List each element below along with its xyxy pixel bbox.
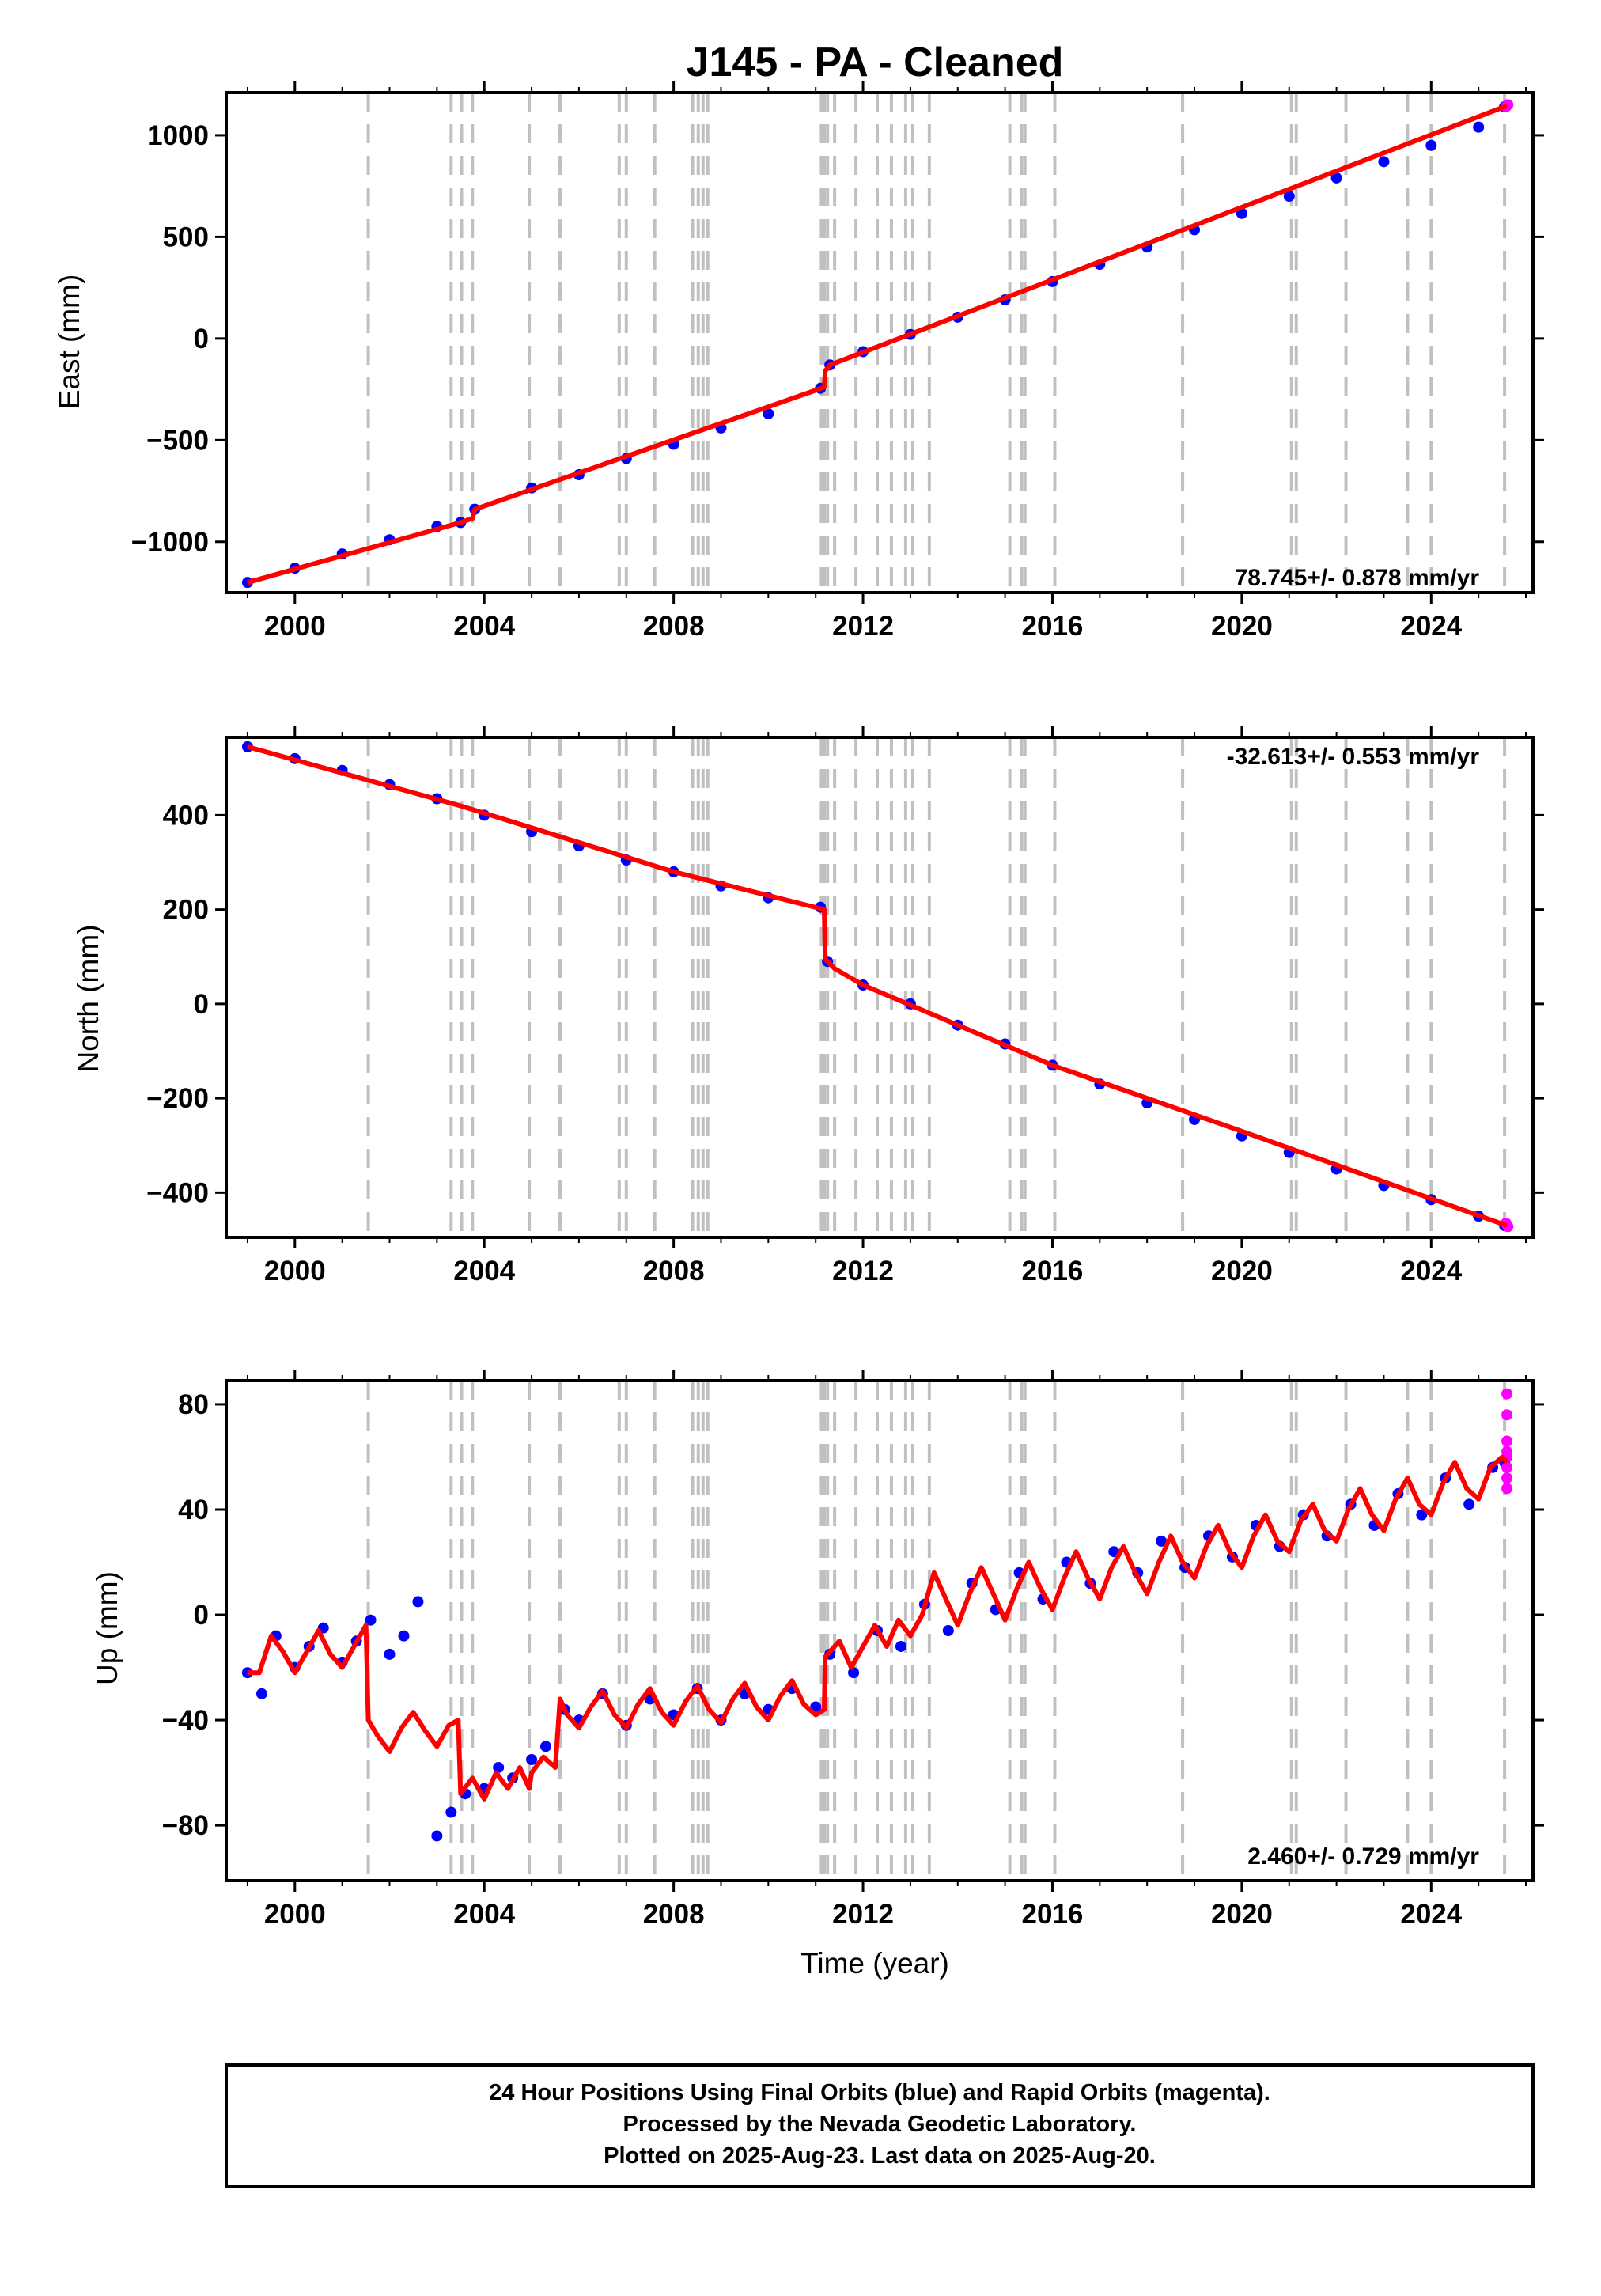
north-y-axis-label: North (mm) — [72, 924, 104, 1072]
up-rapid-point — [1501, 1388, 1513, 1400]
up-x-tick-label: 2024 — [1400, 1899, 1462, 1930]
north-x-tick-label: 2016 — [1022, 1256, 1084, 1286]
east-panel: 2000 2004 2008 2012 2016 2020 2024 −1000 −500 0 50… — [53, 81, 1544, 642]
footer-line-2: Processed by the Nevada Geodetic Laborat… — [623, 2112, 1137, 2137]
up-rapid-orbit-points — [1501, 1388, 1513, 1495]
up-y-tick-label: −80 — [162, 1810, 209, 1841]
up-final-point — [365, 1614, 377, 1626]
up-rapid-point — [1501, 1409, 1513, 1421]
up-y-axis-label: Up (mm) — [91, 1571, 123, 1685]
chart-title: J145 - PA - Cleaned — [687, 40, 1064, 85]
north-panel: 2000 2004 2008 2012 2016 2020 2024 −400 −200 0 200… — [72, 726, 1544, 1286]
up-model-line — [247, 1454, 1509, 1802]
up-final-point — [942, 1625, 954, 1636]
footer-frame — [225, 2063, 1535, 2188]
up-final-point — [526, 1753, 538, 1765]
east-event-lines — [366, 93, 1507, 593]
east-y-axis-label: East (mm) — [53, 275, 85, 410]
footer-line-1: 24 Hour Positions Using Final Orbits (bl… — [489, 2080, 1270, 2105]
east-final-point — [1425, 139, 1437, 151]
up-final-point — [1463, 1498, 1475, 1510]
up-final-point — [412, 1596, 424, 1608]
east-final-point — [1330, 172, 1342, 184]
east-y-tick-label: 0 — [194, 324, 209, 354]
east-x-tick-label: 2016 — [1022, 611, 1084, 642]
east-y-tick-label: 500 — [163, 222, 209, 252]
up-x-tick-label: 2020 — [1211, 1899, 1273, 1930]
up-y-tick-label: 40 — [178, 1495, 209, 1525]
east-y-tick-label: 1000 — [147, 120, 209, 151]
up-rapid-point — [1501, 1472, 1513, 1484]
up-final-point — [493, 1761, 505, 1773]
east-x-tick-label: 2024 — [1400, 611, 1462, 642]
footer-line-3: Plotted on 2025-Aug-23. Last data on 202… — [604, 2143, 1156, 2169]
east-y-tick-label: −1000 — [131, 527, 209, 558]
up-final-point — [384, 1648, 396, 1660]
x-axis-label: Time (year) — [800, 1947, 949, 1980]
up-ticks: 2000 2004 2008 2012 2016 2020 2024 −80 −40 0 40 80 — [162, 1370, 1544, 1930]
up-rapid-point — [1501, 1483, 1513, 1495]
up-event-lines — [366, 1381, 1507, 1881]
up-final-point — [1416, 1509, 1428, 1521]
up-final-point — [895, 1640, 906, 1652]
north-x-tick-label: 2024 — [1400, 1256, 1462, 1286]
up-x-tick-label: 2000 — [264, 1899, 326, 1930]
north-y-tick-label: 200 — [163, 895, 209, 926]
up-rapid-point — [1501, 1461, 1513, 1473]
east-final-point — [1473, 121, 1485, 133]
east-final-point — [1283, 191, 1295, 203]
east-final-point — [763, 407, 774, 419]
footer-box: 24 Hour Positions Using Final Orbits (bl… — [225, 2063, 1535, 2188]
up-final-point — [255, 1688, 267, 1699]
up-final-point — [431, 1830, 443, 1842]
up-plot-frame — [225, 1379, 1535, 1882]
up-rapid-point — [1501, 1435, 1513, 1447]
east-rate-label: 78.745+/- 0.878 mm/yr — [1235, 565, 1480, 591]
east-plot-frame — [225, 91, 1535, 594]
up-x-tick-label: 2012 — [832, 1899, 894, 1930]
north-plot-frame — [225, 736, 1535, 1239]
north-x-tick-label: 2020 — [1211, 1256, 1273, 1286]
north-x-tick-label: 2000 — [264, 1256, 326, 1286]
up-y-tick-label: 0 — [194, 1600, 209, 1631]
east-ticks: 2000 2004 2008 2012 2016 2020 2024 −1000 −500 0 50… — [131, 81, 1544, 642]
east-x-tick-label: 2008 — [643, 611, 705, 642]
east-x-tick-label: 2004 — [453, 611, 515, 642]
north-y-tick-label: 0 — [194, 989, 209, 1020]
east-x-tick-label: 2012 — [832, 611, 894, 642]
up-final-point — [848, 1667, 860, 1679]
north-y-tick-label: −200 — [146, 1083, 209, 1114]
up-final-point — [1156, 1535, 1168, 1547]
north-y-tick-label: 400 — [163, 800, 209, 831]
up-panel: 2000 2004 2008 2012 2016 2020 2024−80−4004080 … — [91, 1370, 1544, 1980]
up-x-tick-label: 2016 — [1022, 1899, 1084, 1930]
east-x-tick-label: 2020 — [1211, 611, 1273, 642]
up-y-tick-label: −40 — [162, 1705, 209, 1736]
north-rate-label: -32.613+/- 0.553 mm/yr — [1227, 744, 1480, 770]
up-x-tick-label: 2008 — [643, 1899, 705, 1930]
east-x-tick-label: 2000 — [264, 611, 326, 642]
east-final-point — [1378, 156, 1390, 168]
north-x-tick-label: 2004 — [453, 1256, 515, 1286]
east-model-line — [247, 103, 1508, 585]
north-y-tick-label: −400 — [146, 1177, 209, 1208]
up-rate-label: 2.460+/- 0.729 mm/yr — [1247, 1843, 1479, 1870]
up-model-fit-line — [247, 1454, 1509, 1802]
up-final-point — [540, 1741, 552, 1752]
up-final-point — [398, 1630, 410, 1642]
up-y-tick-label: 80 — [178, 1389, 209, 1420]
north-model-line — [247, 744, 1508, 1228]
north-x-tick-label: 2008 — [643, 1256, 705, 1286]
east-y-tick-label: −500 — [146, 425, 209, 456]
north-x-tick-label: 2012 — [832, 1256, 894, 1286]
up-rapid-point — [1501, 1445, 1513, 1457]
north-model-fit-line — [247, 744, 1508, 1228]
east-model-fit-line — [247, 103, 1508, 585]
up-x-tick-label: 2004 — [453, 1899, 515, 1930]
up-final-point — [445, 1806, 457, 1818]
